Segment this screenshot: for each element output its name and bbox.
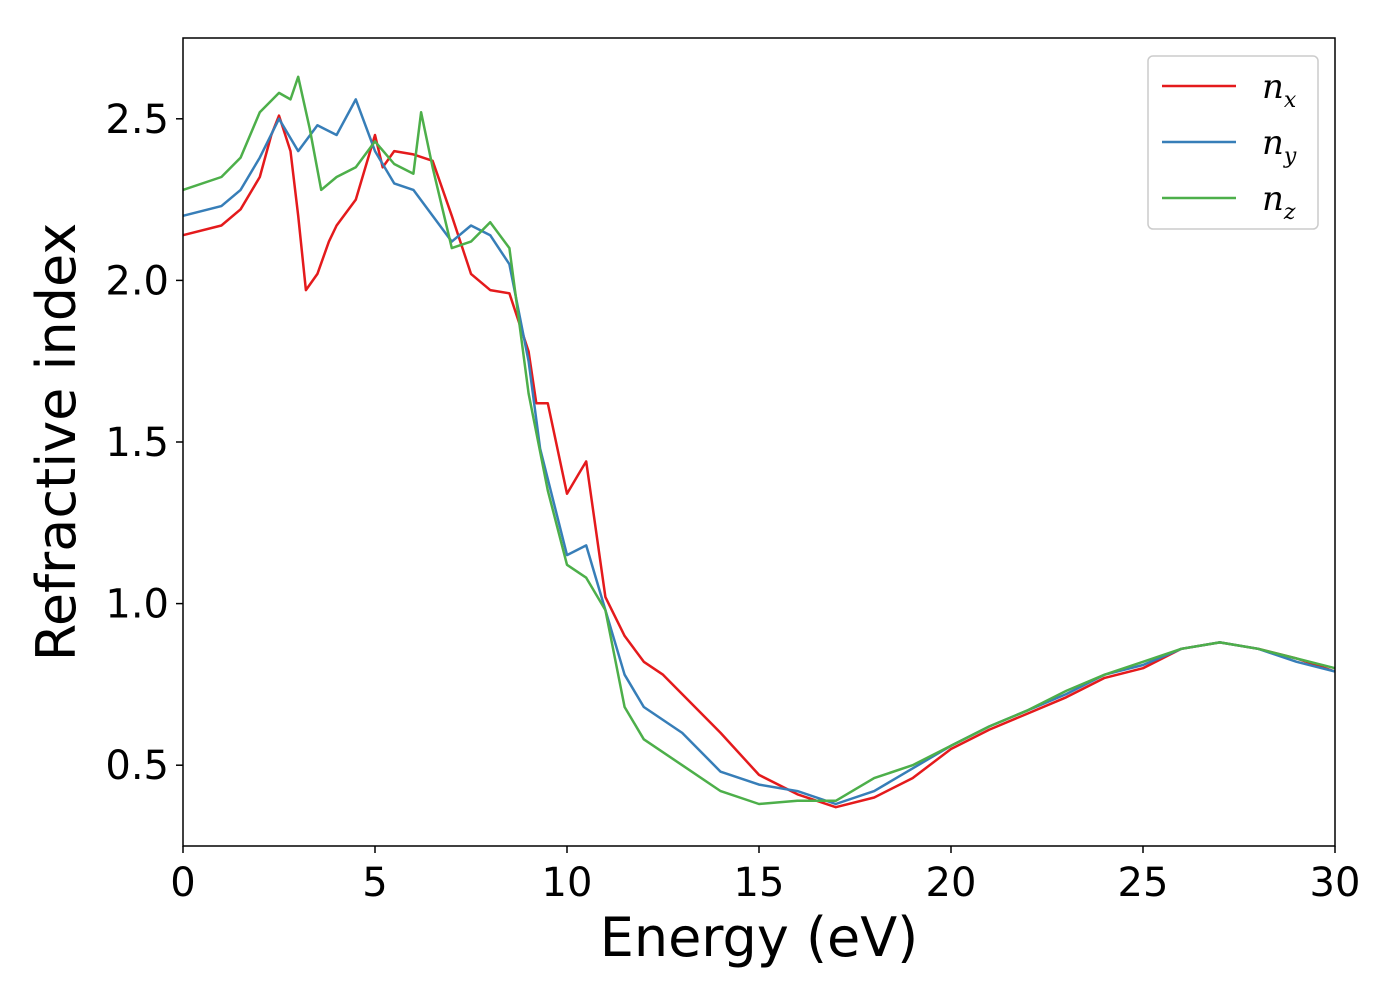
y-tick-label: 1.5 xyxy=(105,420,169,466)
x-tick-label: 20 xyxy=(926,860,977,906)
x-tick-label: 25 xyxy=(1118,860,1169,906)
y-tick-label: 1.0 xyxy=(105,582,169,628)
x-axis-ticks: 0 5 10 15 20 25 30 xyxy=(170,846,1360,906)
plot-area xyxy=(183,38,1335,846)
series-line-y xyxy=(182,98,1336,806)
legend-label-x: nx xyxy=(1262,67,1297,113)
y-tick-label: 2.5 xyxy=(105,97,169,143)
legend: nx ny nz xyxy=(1147,55,1319,230)
x-tick-label: 30 xyxy=(1310,860,1361,906)
y-tick-label: 0.5 xyxy=(105,743,169,789)
x-tick-label: 0 xyxy=(170,860,195,906)
series-line-z xyxy=(182,75,1336,806)
legend-label-z: nz xyxy=(1262,179,1296,225)
y-tick-label: 2.0 xyxy=(105,258,169,304)
x-tick-label: 5 xyxy=(362,860,387,906)
x-axis-title: Energy (eV) xyxy=(600,906,919,969)
x-tick-label: 10 xyxy=(542,860,593,906)
series-line-x xyxy=(182,114,1336,809)
y-axis-ticks: 0.5 1.0 1.5 2.0 2.5 xyxy=(105,97,183,789)
x-tick-label: 15 xyxy=(734,860,785,906)
y-axis-title: Refractive index xyxy=(25,223,88,662)
legend-label-y: ny xyxy=(1262,123,1297,169)
series-layer xyxy=(182,75,1336,809)
